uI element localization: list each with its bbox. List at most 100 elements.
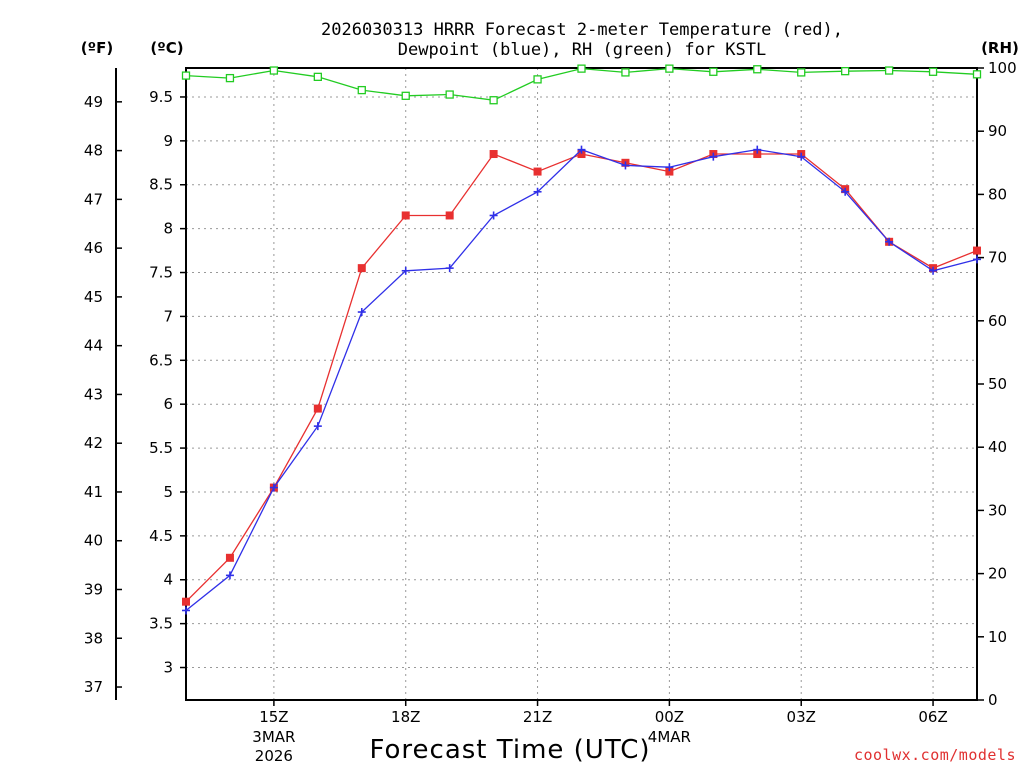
dewpoint-point: [841, 187, 850, 196]
tick-labels: 3 3.5 4 4.5 5 5.5 6 6.5 7 7.5 8 8.5 9 9.5 37 38 39 40 41 42…: [84, 59, 1017, 765]
rh-point: [225, 73, 235, 83]
x-tick-label: 21Z: [523, 708, 552, 726]
dewpoint-point: [357, 308, 366, 317]
celsius-tick-label: 4: [163, 571, 173, 589]
dewpoint-point: [533, 187, 542, 196]
fahrenheit-tick-label: 39: [84, 580, 103, 598]
temperature-point: [489, 150, 498, 159]
dewpoint-point: [621, 161, 630, 170]
temperature-point: [313, 404, 322, 413]
fahrenheit-tick-label: 47: [84, 190, 103, 208]
celsius-tick-label: 3: [163, 659, 173, 677]
celsius-tick-label: 5.5: [149, 439, 173, 457]
rh-point: [181, 71, 191, 80]
rh-point: [709, 67, 718, 76]
x-axis-label: Forecast Time (UTC): [369, 735, 650, 765]
celsius-tick-label: 9.5: [149, 88, 173, 106]
dewpoint-point: [973, 255, 981, 264]
dewpoint-line: [185, 148, 978, 612]
dewpoint-point: [225, 571, 234, 580]
rh-point: [665, 64, 674, 73]
rh-point: [621, 68, 630, 77]
rh-tick-label: 30: [988, 501, 1007, 519]
rh-tick-label: 40: [988, 438, 1007, 456]
celsius-tick-label: 4.5: [149, 527, 173, 545]
dewpoint-point: [929, 266, 938, 275]
rh-point: [401, 91, 410, 100]
dewpoint-point: [445, 264, 454, 273]
celsius-tick-label: 7.5: [149, 264, 173, 282]
chart-title-line1: 2026030313 HRRR Forecast 2-meter Tempera…: [321, 20, 843, 40]
x-tick-year-label: 2026: [255, 747, 293, 765]
rh-point: [972, 70, 982, 79]
rh-tick-label: 10: [988, 628, 1007, 646]
rh-point: [841, 67, 850, 76]
rh-tick-label: 50: [988, 375, 1007, 393]
temperature-point: [973, 246, 981, 255]
rh-point: [313, 72, 322, 81]
rh-tick-label: 70: [988, 249, 1007, 267]
temperature-point: [182, 597, 190, 606]
fahrenheit-tick-label: 40: [84, 532, 103, 550]
dewpoint-point: [753, 145, 762, 154]
fahrenheit-tick-label: 38: [84, 629, 103, 647]
celsius-unit-label: (ºC): [150, 39, 183, 57]
temperature-point: [665, 167, 674, 176]
fahrenheit-tick-label: 43: [84, 385, 103, 403]
x-tick-label: 15Z: [259, 708, 288, 726]
fahrenheit-tick-label: 37: [84, 678, 103, 696]
x-tick-label: 03Z: [787, 708, 816, 726]
rh-point: [269, 66, 279, 75]
dewpoint-point: [313, 422, 322, 431]
rh-tick-label: 80: [988, 185, 1007, 203]
rh-point: [797, 68, 806, 77]
fahrenheit-tick-label: 48: [84, 142, 103, 160]
fahrenheit-unit-label: (ºF): [81, 39, 113, 57]
x-tick-label: 00Z: [655, 708, 684, 726]
dewpoint-point: [401, 266, 410, 275]
temperature-point: [225, 553, 234, 562]
celsius-tick-label: 8: [163, 220, 173, 238]
rh-line: [185, 67, 978, 101]
dewpoint-point: [709, 152, 718, 161]
temperature-point: [577, 150, 586, 159]
rh-tick-label: 0: [988, 691, 998, 709]
dewpoint-point: [797, 152, 806, 161]
dewpoint-point: [885, 237, 894, 246]
temperature-line: [185, 153, 978, 603]
rh-tick-label: 20: [988, 565, 1007, 583]
temperature-point: [753, 150, 762, 159]
celsius-tick-label: 5: [163, 483, 173, 501]
rh-point: [445, 90, 454, 99]
rh-point: [753, 65, 762, 74]
chart-title-line2: Dewpoint (blue), RH (green) for KSTL: [398, 40, 766, 60]
celsius-tick-label: 3.5: [149, 615, 173, 633]
fahrenheit-tick-label: 42: [84, 434, 103, 452]
rh-tick-label: 100: [988, 59, 1017, 77]
source-credit: coolwx.com/models: [854, 746, 1016, 764]
x-tick-date-label: 4MAR: [648, 728, 691, 746]
x-tick-label: 18Z: [391, 708, 420, 726]
plot-frame: [185, 67, 978, 701]
x-tick-date-label: 3MAR: [252, 728, 295, 746]
dewpoint-point: [489, 211, 498, 220]
dewpoint-point: [182, 606, 190, 615]
rh-tick-label: 90: [988, 122, 1007, 140]
rh-point: [577, 64, 586, 73]
fahrenheit-tick-label: 49: [84, 93, 103, 111]
rh-point: [884, 66, 894, 75]
fahrenheit-tick-label: 41: [84, 483, 103, 501]
rh-point: [357, 85, 366, 95]
rh-unit-label: (RH): [981, 39, 1019, 57]
rh-tick-label: 60: [988, 312, 1007, 330]
celsius-tick-label: 9: [163, 132, 173, 150]
celsius-tick-label: 6.5: [149, 351, 173, 369]
fahrenheit-tick-label: 45: [84, 288, 103, 306]
rh-point: [533, 75, 542, 84]
dewpoint-point: [269, 483, 278, 492]
dewpoint-point: [665, 163, 674, 172]
dewpoint-point: [577, 145, 586, 154]
rh-point: [928, 67, 938, 76]
temperature-point: [533, 167, 542, 176]
